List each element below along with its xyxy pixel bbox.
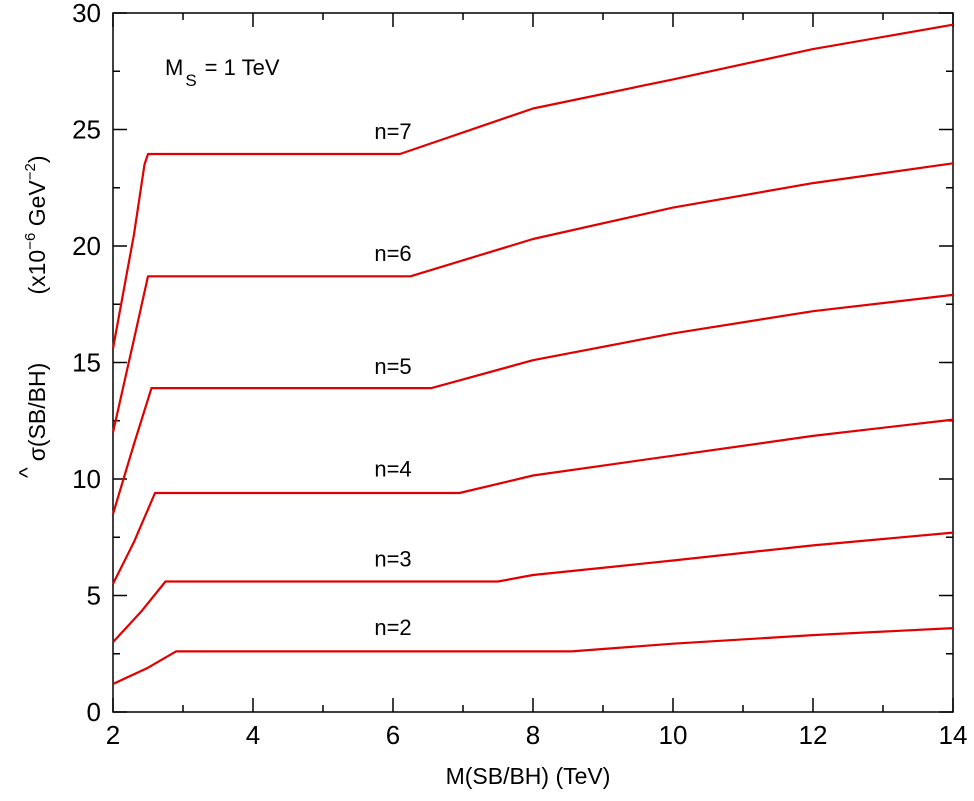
y-tick-label: 20 <box>72 231 101 261</box>
series-line-n2 <box>112 627 954 685</box>
y-unit-suffix: ) <box>24 155 50 163</box>
annotation-subscript: S <box>185 71 196 90</box>
y-axis-label-unit: (x10−6 GeV−2) <box>22 155 50 294</box>
x-tick-label: 10 <box>659 720 688 750</box>
series-line-n4 <box>112 418 954 585</box>
y-tick-label: 15 <box>72 348 101 378</box>
y-axis-label-symbol: σ(SB/BH) <box>24 363 50 462</box>
x-tick-label: 6 <box>386 720 400 750</box>
y-axis-label-main: σ(SB/BH) <box>24 363 50 462</box>
series-label-n4: n=4 <box>374 457 411 482</box>
series-line-n5 <box>111 293 954 515</box>
x-tick-label: 4 <box>246 720 260 750</box>
y-unit-exp2: −2 <box>22 163 39 180</box>
y-unit-exp1: −6 <box>22 233 39 250</box>
axis-tick-labels: 2 4 6 8 10 12 14 0 5 10 15 20 25 30 <box>72 0 967 750</box>
y-unit-mid: GeV <box>24 180 50 233</box>
series-label-n2: n=2 <box>374 615 411 640</box>
series-line-n3 <box>112 531 954 643</box>
y-tick-label: 5 <box>87 581 101 611</box>
y-tick-label: 30 <box>72 0 101 28</box>
annotation-ms: MS = 1 TeV <box>165 55 280 90</box>
y-unit-prefix: (x10 <box>24 250 50 295</box>
series-line-n7 <box>111 23 954 349</box>
x-axis-label: M(SB/BH) (TeV) <box>446 763 611 789</box>
y-axis-label: σ(SB/BH) ^ (x10−6 GeV−2) <box>14 155 50 478</box>
y-tick-label: 25 <box>72 115 101 145</box>
y-tick-label: 0 <box>87 697 101 727</box>
axis-ticks <box>112 12 954 713</box>
y-tick-label: 10 <box>72 464 101 494</box>
y-axis-label-hat: ^ <box>14 467 40 478</box>
x-tick-label: 14 <box>939 720 968 750</box>
x-tick-label: 2 <box>106 720 120 750</box>
annotation-m: M <box>165 55 183 80</box>
series-label-n5: n=5 <box>374 354 411 379</box>
x-tick-label: 8 <box>526 720 540 750</box>
series-label-n6: n=6 <box>374 241 411 266</box>
plot-frame <box>112 12 954 713</box>
x-tick-label: 12 <box>799 720 828 750</box>
series-group <box>111 23 954 685</box>
series-labels: n=2 n=3 n=4 n=5 n=6 n=7 <box>374 119 411 640</box>
series-label-n7: n=7 <box>374 119 411 144</box>
annotation-rest: = 1 TeV <box>205 55 280 80</box>
series-label-n3: n=3 <box>374 546 411 571</box>
series-line-n6 <box>111 162 954 433</box>
